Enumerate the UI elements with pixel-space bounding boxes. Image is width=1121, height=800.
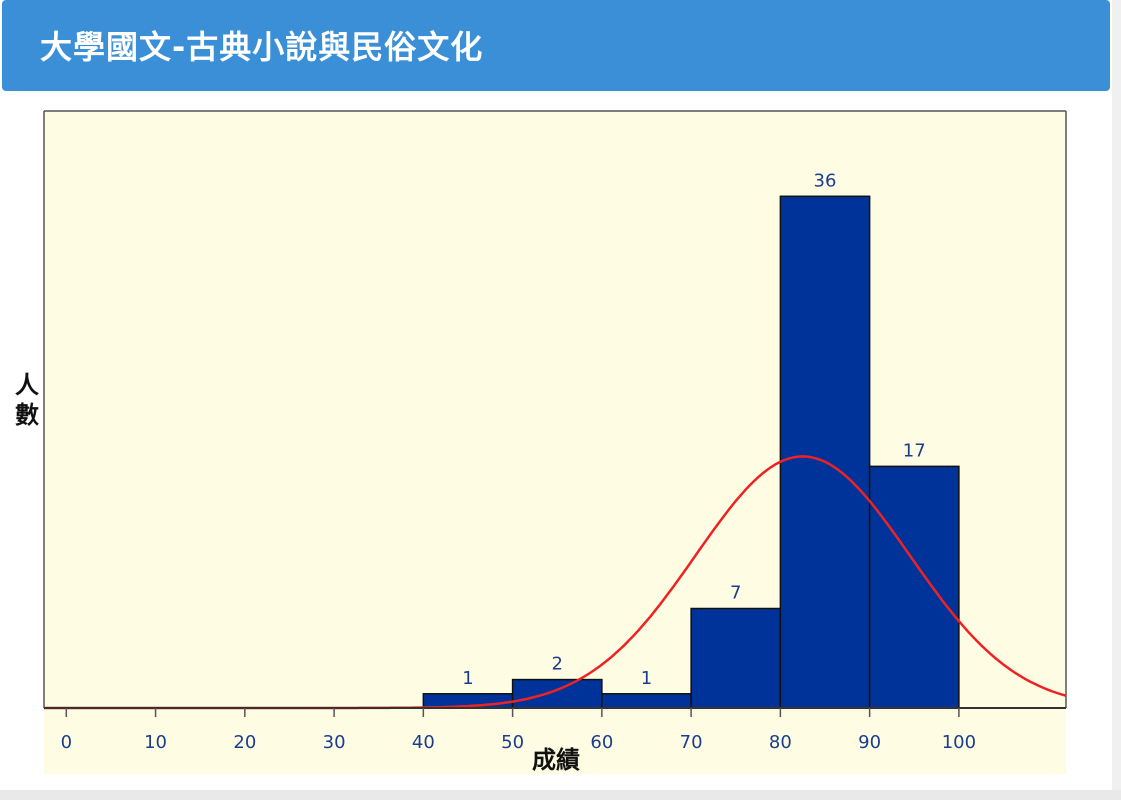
y-axis-label-text: 人數	[15, 371, 39, 429]
x-tick-label: 100	[942, 732, 976, 753]
bars-group	[422, 195, 960, 709]
x-tick-label: 30	[323, 732, 346, 753]
histogram-bar	[601, 693, 692, 709]
scrollbar-track	[1112, 0, 1121, 800]
x-axis-band	[44, 708, 1066, 774]
x-ticks-group: 0 10 20 30 40 50 60 70 80 90 100	[61, 708, 976, 753]
x-tick-label: 90	[858, 732, 881, 753]
bar-value-label: 36	[814, 170, 837, 191]
bar-value-label: 1	[462, 668, 473, 689]
x-tick-label: 50	[501, 732, 524, 753]
x-tick-label: 0	[61, 732, 72, 753]
bar-value-label: 2	[552, 654, 563, 675]
x-tick-label: 40	[412, 732, 435, 753]
bar-value-label: 7	[730, 583, 741, 604]
x-tick-label: 70	[680, 732, 703, 753]
bar-value-label: 1	[641, 668, 652, 689]
x-tick-label: 80	[769, 732, 792, 753]
page-header: 大學國文-古典小說與民俗文化	[2, 0, 1110, 91]
x-tick-label: 10	[144, 732, 167, 753]
x-tick-label: 60	[590, 732, 613, 753]
page-footer-strip	[0, 790, 1121, 800]
histogram-bar	[511, 678, 603, 709]
page-title: 大學國文-古典小說與民俗文化	[40, 28, 484, 66]
histogram-bar	[779, 195, 871, 709]
histogram-bar	[868, 465, 960, 709]
x-axis-label: 成績	[532, 746, 580, 774]
histogram-bar	[690, 607, 782, 709]
x-tick-label: 20	[233, 732, 256, 753]
bar-value-label: 17	[903, 440, 926, 461]
y-axis-label: 人數	[12, 370, 42, 430]
